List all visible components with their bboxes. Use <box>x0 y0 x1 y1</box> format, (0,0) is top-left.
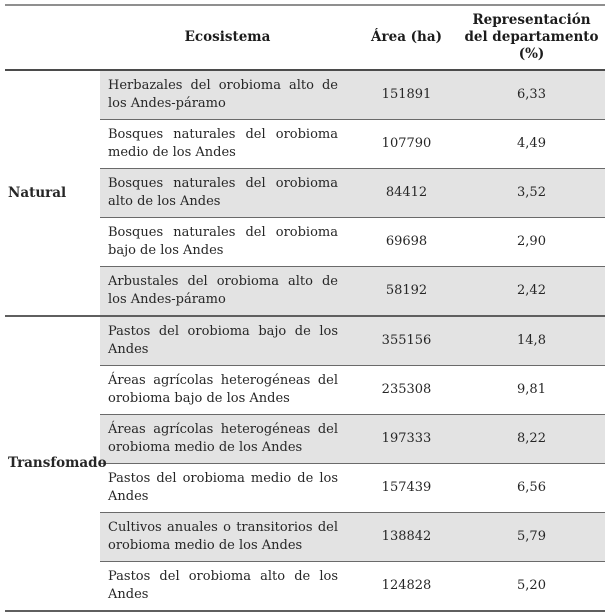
table-row: Arbustales del orobioma alto de los Ande… <box>5 266 605 317</box>
ecosystems-table: Ecosistema Área (ha) Representación del … <box>5 4 605 612</box>
area-cell: 58192 <box>355 266 458 317</box>
representation-cell: 14,8 <box>458 315 605 366</box>
table-row: Bosques naturales del orobioma bajo de l… <box>5 217 605 267</box>
table-body: Natural Herbazales del orobioma alto de l… <box>5 69 605 612</box>
area-cell: 235308 <box>355 365 458 415</box>
ecosystem-cell: Arbustales del orobioma alto de los Ande… <box>100 266 355 317</box>
group-label: Transfomado <box>5 315 107 612</box>
representation-cell: 2,42 <box>458 266 605 317</box>
representation-cell: 5,79 <box>458 512 605 562</box>
representation-cell: 5,20 <box>458 561 605 612</box>
area-cell: 84412 <box>355 168 458 218</box>
representation-cell: 2,90 <box>458 217 605 267</box>
area-cell: 151891 <box>355 69 458 120</box>
ecosystem-cell: Herbazales del orobioma alto de los Ande… <box>100 69 355 120</box>
header-group-column <box>5 4 100 71</box>
ecosystem-cell: Bosques naturales del orobioma alto de l… <box>100 168 355 218</box>
ecosystem-cell: Bosques naturales del orobioma medio de … <box>100 119 355 169</box>
area-cell: 69698 <box>355 217 458 267</box>
representation-cell: 6,33 <box>458 69 605 120</box>
representation-cell: 9,81 <box>458 365 605 415</box>
representation-cell: 8,22 <box>458 414 605 464</box>
table-row: Bosques naturales del orobioma alto de l… <box>5 168 605 218</box>
ecosystem-cell: Pastos del orobioma alto de los Andes <box>100 561 355 612</box>
header-area: Área (ha) <box>355 4 458 71</box>
ecosystem-cell: Bosques naturales del orobioma bajo de l… <box>100 217 355 267</box>
table-row: Bosques naturales del orobioma medio de … <box>5 119 605 169</box>
ecosystem-cell: Pastos del orobioma medio de los Andes <box>100 463 355 513</box>
group-label: Natural <box>5 69 100 317</box>
representation-cell: 3,52 <box>458 168 605 218</box>
ecosystem-cell: Áreas agrícolas heterogéneas del orobiom… <box>100 414 355 464</box>
table-row: Natural Herbazales del orobioma alto de l… <box>5 69 605 317</box>
ecosystem-cell: Pastos del orobioma bajo de los Andes <box>100 315 355 366</box>
area-cell: 355156 <box>355 315 458 366</box>
area-cell: 157439 <box>355 463 458 513</box>
table-row: Áreas agrícolas heterogéneas del orobiom… <box>5 414 605 464</box>
representation-cell: 4,49 <box>458 119 605 169</box>
representation-cell: 6,56 <box>458 463 605 513</box>
header-ecosystem: Ecosistema <box>100 4 355 71</box>
area-cell: 138842 <box>355 512 458 562</box>
table-row: Áreas agrícolas heterogéneas del orobiom… <box>5 365 605 415</box>
ecosystem-cell: Cultivos anuales o transitorios del orob… <box>100 512 355 562</box>
table-row: Transfomado Pastos del orobioma bajo de l… <box>5 315 605 612</box>
header-representation: Representación del departamento (%) <box>458 4 605 71</box>
ecosystem-cell: Áreas agrícolas heterogéneas del orobiom… <box>100 365 355 415</box>
area-cell: 197333 <box>355 414 458 464</box>
table-header: Ecosistema Área (ha) Representación del … <box>5 4 605 71</box>
table-row: Pastos del orobioma medio de los Andes 15… <box>5 463 605 513</box>
area-cell: 124828 <box>355 561 458 612</box>
area-cell: 107790 <box>355 119 458 169</box>
